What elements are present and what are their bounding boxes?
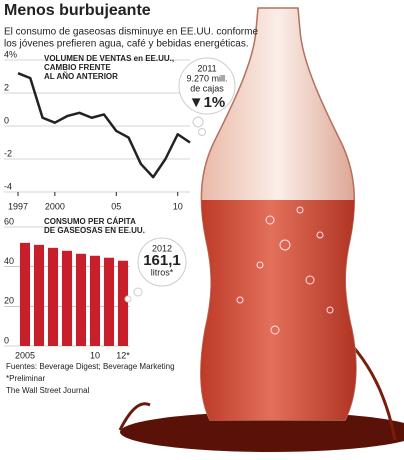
subtitle: El consumo de gaseosas disminuye en EE.U… (4, 27, 258, 38)
x-tick-label: 2000 (45, 201, 65, 211)
drip (118, 402, 151, 431)
callout-bubble (198, 128, 206, 136)
y-tick-label: 0 (4, 335, 9, 345)
callout-bubble (192, 116, 204, 128)
annotation: 2012 (152, 243, 172, 253)
x-tick-label: 10 (90, 350, 100, 360)
annotation: de cajas (190, 83, 224, 93)
chart-title: DE GASEOSAS EN EE.UU. (44, 226, 145, 235)
y-tick-label: 2 (4, 82, 9, 92)
y-tick-label: 0 (4, 115, 9, 125)
soda (200, 200, 356, 420)
annotation: ▼1% (189, 94, 226, 111)
callout-bubble (124, 295, 132, 303)
chart-title: CAMBIO FRENTE (44, 63, 111, 72)
x-tick-label: 2005 (15, 350, 35, 360)
line (17, 72, 191, 179)
annotation: litros* (151, 267, 174, 277)
title: Menos burbujeante (4, 2, 151, 19)
y-tick-label: 40 (4, 256, 14, 266)
x-tick-label: 12* (116, 350, 130, 360)
bar (33, 244, 45, 346)
callout-bubble (178, 57, 236, 115)
chart-title: CONSUMO PER CÁPITA (44, 217, 136, 226)
bar (47, 247, 59, 346)
y-tick-label: 60 (4, 216, 14, 226)
x-tick-label: 1997 (8, 201, 28, 211)
y-tick-label: -4 (4, 181, 12, 191)
bubbles (236, 206, 334, 335)
annotation: 2011 (197, 63, 216, 73)
note: *Preliminar (6, 374, 45, 383)
callout-bubble (137, 237, 187, 287)
bar (117, 260, 129, 346)
credit: The Wall Street Journal (6, 386, 90, 395)
subtitle: los jóvenes prefieren agua, café y bebid… (4, 39, 249, 50)
bar (75, 253, 87, 346)
y-tick-label: -2 (4, 148, 12, 158)
chart-title: VOLUMEN DE VENTAS en EE.UU., (44, 54, 174, 63)
callout-bubble (133, 287, 143, 297)
bar (103, 257, 115, 346)
annotation: 161,1 (143, 252, 181, 269)
bar (61, 250, 73, 346)
annotation: 9.270 mill. (186, 73, 227, 83)
sources: Fuentes: Beverage Digest; Beverage Marke… (6, 362, 175, 371)
x-tick-label: 05 (111, 201, 121, 211)
chart-title: AL AÑO ANTERIOR (44, 72, 118, 81)
x-tick-label: 10 (173, 201, 183, 211)
y-tick-label: 20 (4, 296, 14, 306)
bar (89, 255, 101, 346)
y-tick-label: 4% (4, 49, 17, 59)
puddle (120, 412, 404, 452)
bar (19, 242, 31, 346)
